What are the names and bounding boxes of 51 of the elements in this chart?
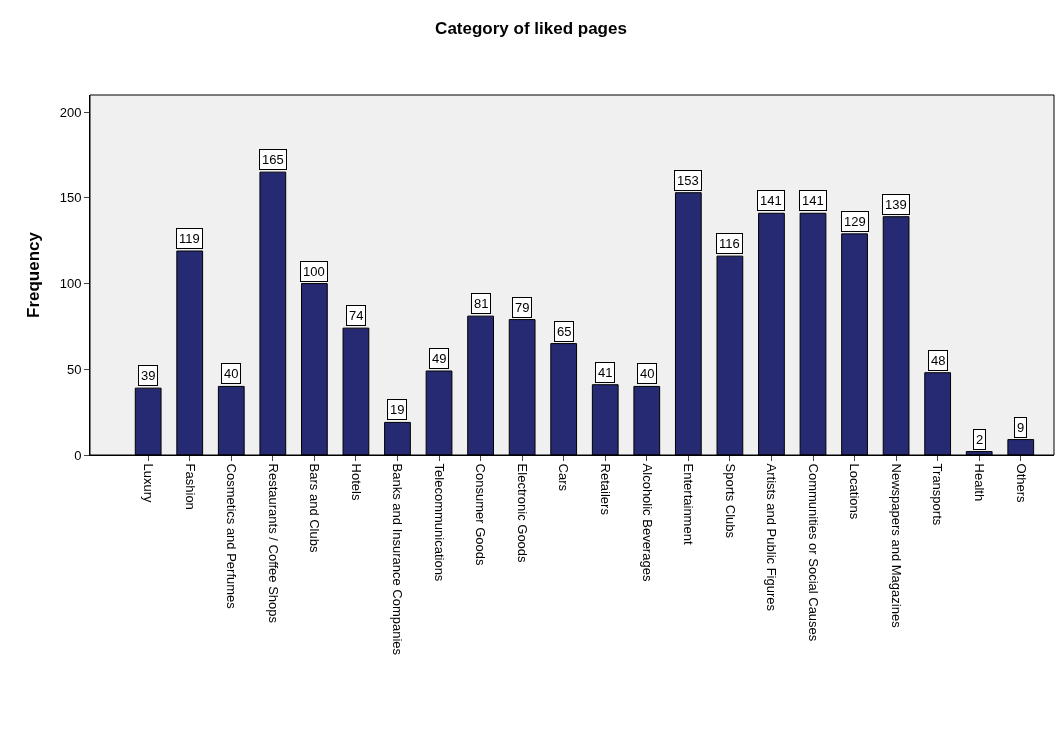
x-tick-label: Artists and Public Figures [764, 463, 780, 612]
data-label: 139 [885, 197, 907, 212]
y-axis-title: Frequency [24, 231, 44, 318]
x-tick-label: Newspapers and Magazines [888, 463, 904, 629]
x-tick-label: Restaurants / Coffee Shops [265, 463, 281, 624]
y-tick-label: 50 [66, 361, 82, 377]
data-label: 116 [719, 236, 740, 251]
data-label: 40 [640, 366, 655, 381]
data-label: 100 [303, 264, 325, 279]
x-tick-label: Sports Clubs [722, 463, 738, 539]
x-tick-label: Communities or Social Causes [805, 463, 821, 642]
data-label: 79 [515, 300, 530, 315]
x-tick-label: Telecommunications [431, 463, 447, 582]
data-label: 9 [1017, 420, 1025, 435]
x-tick-label: Fashion [182, 463, 198, 510]
x-tick-label: Cosmetics and Perfumes [224, 463, 240, 610]
y-tick-label: 200 [59, 104, 82, 120]
data-label: 141 [802, 193, 824, 208]
x-tick-label: Hotels [348, 463, 364, 501]
data-label: 81 [474, 296, 489, 311]
data-label: 65 [557, 324, 572, 339]
x-tick-label: Cars [556, 463, 572, 492]
data-label: 40 [224, 366, 239, 381]
x-tick-label: Luxury [140, 463, 156, 504]
data-label: 48 [931, 353, 946, 368]
x-tick-label: Bars and Clubs [307, 463, 323, 553]
x-tick-label: Others [1013, 463, 1029, 504]
y-tick-label: 100 [59, 276, 82, 292]
data-label: 141 [760, 193, 782, 208]
data-label: 39 [141, 368, 156, 383]
data-label: 49 [432, 351, 447, 366]
y-tick-label: 150 [59, 190, 82, 206]
data-label: 129 [844, 214, 866, 229]
x-tick-label: Locations [847, 463, 863, 520]
data-label: 74 [349, 308, 364, 323]
chart-title: Category of liked pages [435, 19, 627, 39]
data-label: 153 [677, 173, 699, 188]
x-tick-label: Health [971, 463, 987, 502]
x-tick-label: Electronic Goods [514, 463, 530, 564]
data-label: 41 [598, 365, 613, 380]
y-tick-label: 0 [74, 447, 82, 463]
x-tick-label: Retailers [598, 463, 614, 516]
data-label: 2 [976, 432, 984, 447]
x-tick-label: Entertainment [681, 463, 697, 545]
x-tick-label: Consumer Goods [473, 463, 489, 566]
x-tick-label: Banks and Insurance Companies [390, 463, 406, 656]
x-tick-label: Alcoholic Beverages [639, 463, 655, 582]
data-label: 165 [262, 152, 284, 167]
data-label: 19 [390, 402, 405, 417]
data-label: 119 [179, 231, 200, 246]
x-tick-label: Transports [930, 463, 946, 526]
